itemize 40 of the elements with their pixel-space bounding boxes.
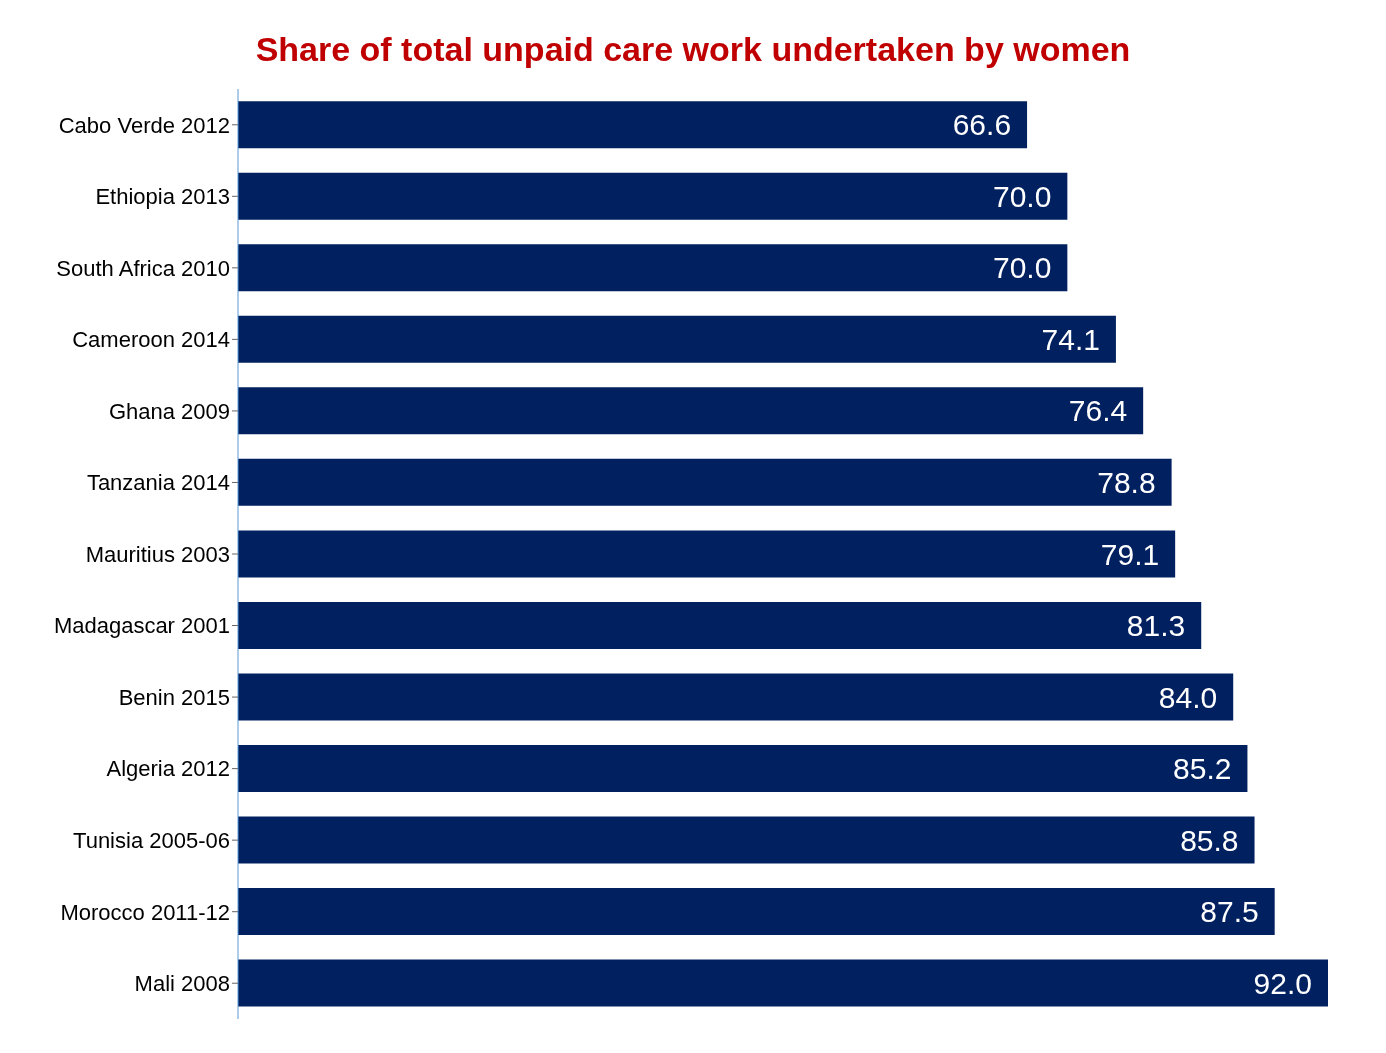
y-tick-label: Tanzania 2014 — [86, 470, 230, 496]
data-label: 66.6 — [952, 108, 1012, 142]
bar — [238, 601, 1202, 649]
chart-title: Share of total unpaid care work undertaken by women — [254, 29, 1132, 70]
bar — [238, 315, 1116, 363]
y-tick-label: Ghana 2009 — [108, 398, 230, 424]
bar — [238, 244, 1068, 292]
y-tick-label: Benin 2015 — [118, 684, 230, 710]
y-tick-label: Tunisia 2005-06 — [73, 827, 230, 853]
bar — [238, 172, 1068, 220]
bar — [238, 101, 1028, 149]
bar — [238, 816, 1255, 864]
y-tick-label: Morocco 2011-12 — [60, 899, 230, 925]
data-label: 85.8 — [1180, 823, 1239, 857]
y-tick-label: Mali 2008 — [134, 971, 230, 997]
y-tick-label: Cameroon 2014 — [72, 327, 230, 353]
bar — [238, 888, 1275, 936]
data-label: 79.1 — [1100, 537, 1160, 571]
y-tick-label: Mauritius 2003 — [85, 541, 230, 567]
bar — [238, 673, 1234, 721]
bar — [238, 959, 1328, 1007]
data-label: 85.2 — [1173, 752, 1232, 786]
data-label: 76.4 — [1068, 394, 1128, 428]
data-label: 87.5 — [1200, 895, 1259, 929]
y-tick-label: Cabo Verde 2012 — [58, 112, 230, 138]
bar — [238, 458, 1172, 506]
y-tick-label: South Africa 2010 — [56, 255, 230, 281]
data-label: 70.0 — [992, 251, 1052, 285]
data-label: 70.0 — [992, 179, 1052, 213]
y-tick-label: Ethiopia 2013 — [95, 184, 230, 210]
data-label: 92.0 — [1253, 966, 1312, 1000]
data-label: 84.0 — [1158, 680, 1218, 714]
y-tick-label: Madagascar 2001 — [53, 613, 230, 639]
bar — [238, 745, 1248, 793]
data-label: 74.1 — [1041, 322, 1100, 356]
bar — [238, 530, 1176, 578]
data-label: 78.8 — [1097, 466, 1156, 499]
bar — [238, 387, 1144, 435]
y-tick-label: Algeria 2012 — [106, 756, 230, 782]
data-label: 81.3 — [1126, 609, 1186, 643]
